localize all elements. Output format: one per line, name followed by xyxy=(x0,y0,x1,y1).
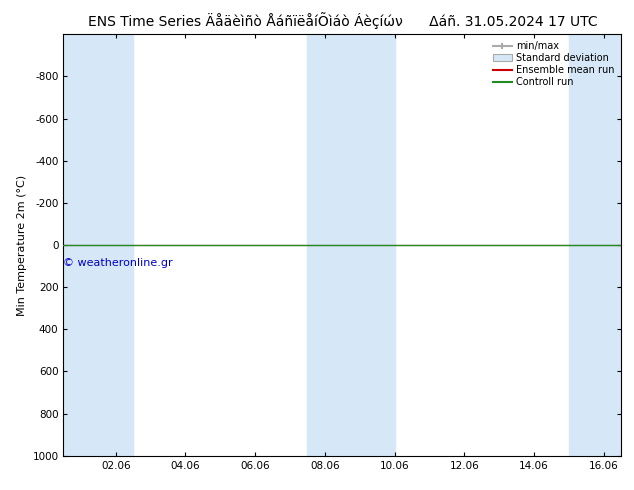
Text: © weatheronline.gr: © weatheronline.gr xyxy=(63,258,173,268)
Bar xyxy=(569,34,621,456)
Bar xyxy=(63,34,133,456)
Legend: min/max, Standard deviation, Ensemble mean run, Controll run: min/max, Standard deviation, Ensemble me… xyxy=(491,39,616,89)
Y-axis label: Min Temperature 2m (°C): Min Temperature 2m (°C) xyxy=(17,174,27,316)
Title: ENS Time Series Äåäèìñò ÅáñïëåíÕìáò Áèçíών      Δáñ. 31.05.2024 17 UTC: ENS Time Series Äåäèìñò ÅáñïëåíÕìáò Áèçí… xyxy=(87,12,597,29)
Bar xyxy=(307,34,394,456)
